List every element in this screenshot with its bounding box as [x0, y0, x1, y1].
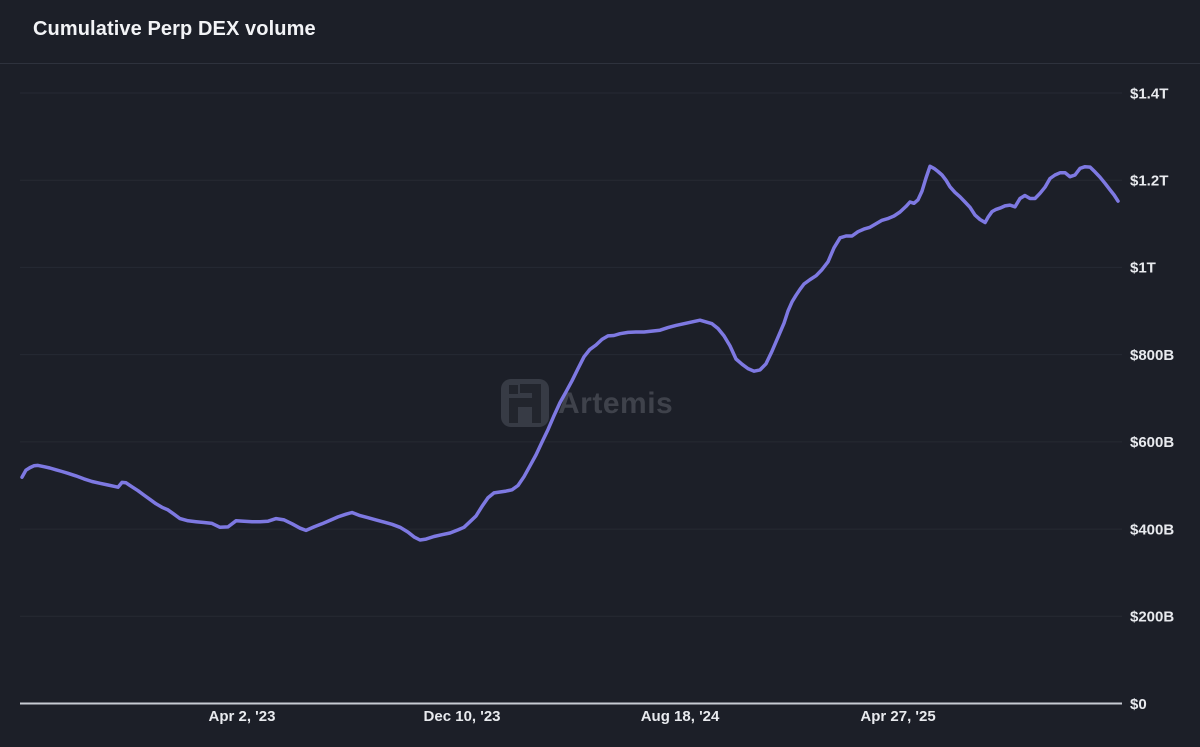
watermark-text: Artemis — [558, 387, 673, 420]
x-tick-label: Apr 27, '25 — [860, 708, 935, 725]
x-tick-label: Apr 2, '23 — [208, 708, 275, 725]
artemis-watermark: Artemis — [501, 379, 673, 427]
y-tick-label: $400B — [1130, 521, 1174, 538]
y-tick-label: $1.4T — [1130, 85, 1168, 102]
chart-header: Cumulative Perp DEX volume — [0, 0, 1200, 64]
x-tick-label: Aug 18, '24 — [641, 708, 720, 725]
y-tick-label: $0 — [1130, 696, 1147, 713]
y-tick-label: $800B — [1130, 347, 1174, 364]
x-tick-label: Dec 10, '23 — [424, 708, 501, 725]
y-tick-label: $600B — [1130, 434, 1174, 451]
chart-line-cumulative-perp-dex-volume[interactable] — [20, 164, 1120, 542]
y-tick-label: $1T — [1130, 260, 1156, 277]
chart-title: Cumulative Perp DEX volume — [33, 18, 316, 40]
header-divider — [0, 63, 1200, 64]
y-tick-label: $1.2T — [1130, 172, 1168, 189]
y-tick-label: $200B — [1130, 609, 1174, 626]
